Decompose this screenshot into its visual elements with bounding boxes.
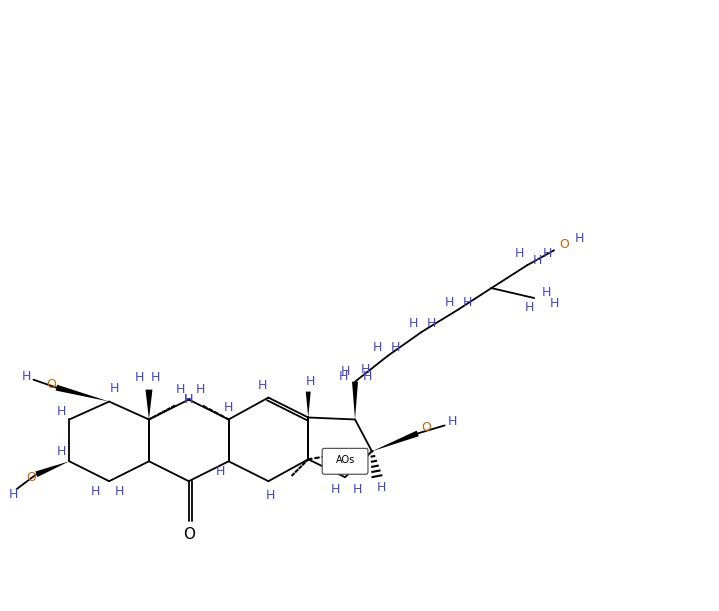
Text: H: H	[515, 247, 524, 260]
Text: H: H	[574, 232, 584, 245]
Text: H: H	[391, 342, 400, 354]
Text: O: O	[27, 470, 37, 484]
Text: H: H	[409, 318, 418, 331]
Text: H: H	[57, 445, 66, 458]
Polygon shape	[352, 382, 358, 420]
Text: H: H	[339, 370, 348, 383]
Text: H: H	[352, 483, 362, 496]
Text: H: H	[463, 296, 472, 309]
Text: H: H	[266, 489, 275, 502]
Text: H: H	[224, 401, 233, 414]
Text: O: O	[47, 378, 56, 391]
Text: H: H	[196, 383, 206, 396]
Text: H: H	[542, 247, 551, 260]
Polygon shape	[55, 385, 109, 401]
Text: H: H	[448, 415, 457, 428]
Text: H: H	[525, 301, 534, 315]
Polygon shape	[306, 392, 311, 417]
Text: H: H	[184, 393, 193, 406]
Text: H: H	[114, 485, 124, 497]
Text: H: H	[91, 485, 100, 497]
Polygon shape	[372, 431, 419, 452]
Text: H: H	[541, 285, 551, 299]
Text: O: O	[183, 527, 195, 543]
FancyBboxPatch shape	[322, 448, 368, 474]
Text: H: H	[373, 342, 383, 354]
Text: H: H	[57, 405, 66, 418]
Text: H: H	[257, 379, 267, 392]
Text: H: H	[549, 296, 559, 310]
Text: H: H	[331, 483, 340, 496]
Text: H: H	[109, 382, 119, 395]
Text: H: H	[151, 371, 160, 384]
Text: H: H	[176, 383, 186, 396]
Text: H: H	[533, 254, 542, 267]
Text: H: H	[362, 370, 372, 383]
Text: H: H	[134, 371, 144, 384]
Text: H: H	[377, 481, 387, 494]
Text: AOs: AOs	[336, 455, 354, 466]
Polygon shape	[35, 461, 69, 477]
Text: H: H	[427, 318, 436, 331]
Text: O: O	[421, 421, 431, 434]
Text: H: H	[340, 365, 349, 378]
Text: H: H	[22, 370, 31, 383]
Polygon shape	[145, 390, 152, 420]
Text: H: H	[445, 296, 454, 309]
Text: H: H	[216, 465, 225, 478]
Text: H: H	[360, 363, 370, 376]
Text: H: H	[184, 393, 193, 406]
Text: H: H	[9, 488, 18, 500]
Text: O: O	[559, 238, 569, 251]
Text: H: H	[306, 375, 315, 388]
